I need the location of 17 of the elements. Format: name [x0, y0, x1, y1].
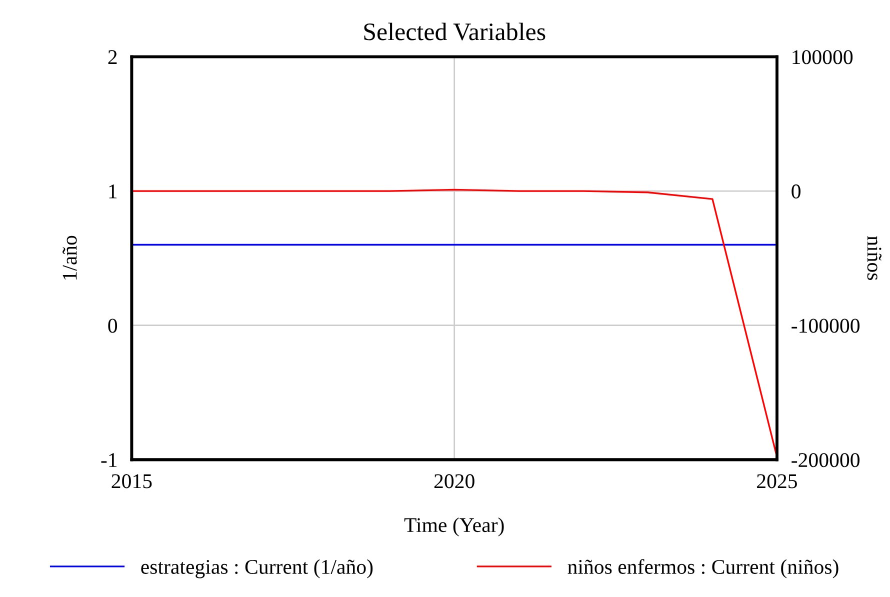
chart-title: Selected Variables: [364, 22, 546, 40]
legend-label: niños enfermos : Current (niños): [568, 559, 838, 578]
y2-tick-label: -200000: [792, 453, 860, 468]
y2-tick-label: 100000: [792, 50, 853, 64]
y-axis-title: 1/año: [62, 236, 77, 280]
y-tick-label: 0: [108, 318, 118, 333]
y2-tick-label: -100000: [792, 318, 860, 333]
y2-axis-title: niños: [867, 236, 882, 280]
y-tick-label: 1: [109, 184, 117, 198]
y-tick-label: -1: [101, 453, 117, 467]
x-axis-title: Time (Year): [404, 517, 504, 536]
x-tick-label: 2015: [112, 474, 152, 488]
x-tick-label: 2020: [434, 474, 474, 488]
legend-label: estrategias : Current (1/año): [141, 559, 373, 578]
y-tick-label: 2: [108, 50, 117, 64]
y2-tick-label: 0: [792, 184, 800, 198]
x-tick-label: 2025: [757, 474, 797, 488]
